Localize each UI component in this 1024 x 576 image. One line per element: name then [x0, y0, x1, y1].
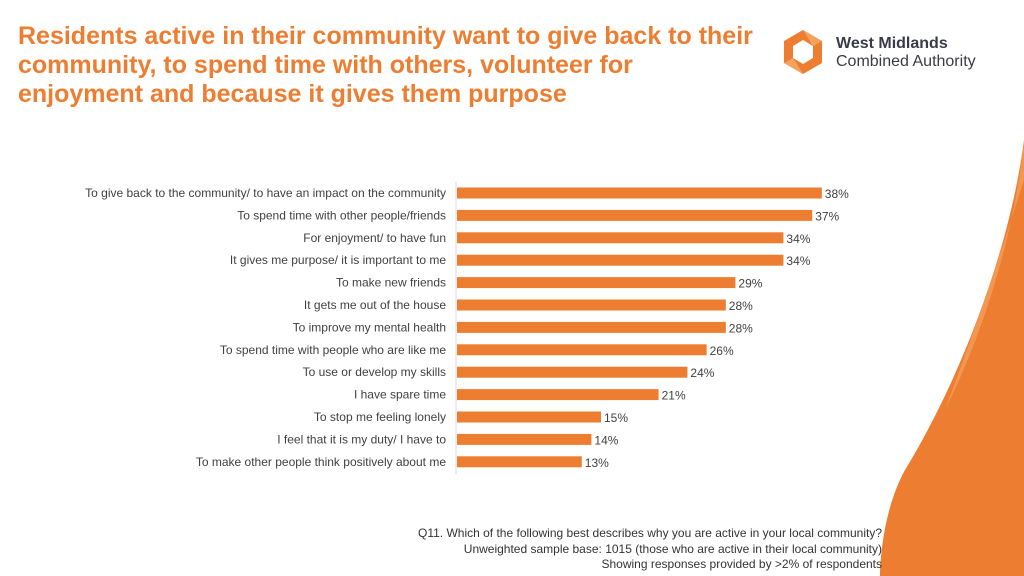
logo-line-1: West Midlands	[836, 35, 948, 52]
bar	[457, 433, 592, 445]
footnote-question: Q11. Which of the following best describ…	[418, 526, 882, 540]
category-label: To make other people think positively ab…	[196, 455, 446, 469]
value-label: 13%	[585, 456, 609, 470]
value-label: 21%	[662, 389, 686, 403]
value-label: 26%	[710, 344, 734, 358]
category-label: To spend time with people who are like m…	[220, 343, 446, 357]
bar	[457, 232, 784, 244]
category-label: I have spare time	[354, 388, 446, 402]
footnote-threshold: Showing responses provided by >2% of res…	[601, 557, 882, 571]
bar	[457, 411, 601, 423]
category-label: It gives me purpose/ it is important to …	[230, 253, 446, 267]
page-title: Residents active in their community want…	[18, 22, 753, 108]
category-label: To improve my mental health	[293, 320, 446, 334]
bar	[457, 366, 688, 378]
bar	[457, 299, 726, 311]
category-label: It gets me out of the house	[304, 298, 446, 312]
value-label: 38%	[825, 187, 849, 201]
bar-chart: To give back to the community/ to have a…	[85, 182, 849, 474]
bar	[457, 321, 726, 333]
logo-line-2: Combined Authority	[836, 53, 976, 70]
bar	[457, 277, 736, 289]
bar	[457, 187, 822, 199]
category-label: For enjoyment/ to have fun	[303, 231, 446, 245]
bar	[457, 456, 582, 468]
footnote: Q11. Which of the following best describ…	[418, 526, 882, 573]
footnote-sample-base: Unweighted sample base: 1015 (those who …	[463, 541, 882, 556]
wmca-logo: West Midlands Combined Authority	[778, 27, 1008, 77]
value-label: 37%	[815, 209, 839, 223]
value-label: 34%	[786, 232, 810, 246]
category-label: To spend time with other people/friends	[237, 208, 446, 222]
category-label: I feel that it is my duty/ I have to	[277, 432, 446, 446]
value-label: 34%	[786, 254, 810, 268]
category-label: To use or develop my skills	[303, 365, 446, 379]
value-label: 28%	[729, 299, 753, 313]
value-label: 24%	[690, 366, 714, 380]
value-label: 15%	[604, 411, 628, 425]
value-label: 14%	[594, 433, 618, 447]
bar	[457, 389, 659, 401]
value-label: 29%	[738, 277, 762, 291]
bar	[457, 344, 707, 356]
category-label: To make new friends	[336, 276, 446, 290]
category-label: To give back to the community/ to have a…	[85, 186, 446, 200]
bar	[457, 254, 784, 266]
category-label: To stop me feeling lonely	[314, 410, 446, 424]
hexagon-petal-icon	[784, 30, 822, 74]
value-label: 28%	[729, 321, 753, 335]
bar	[457, 209, 813, 221]
